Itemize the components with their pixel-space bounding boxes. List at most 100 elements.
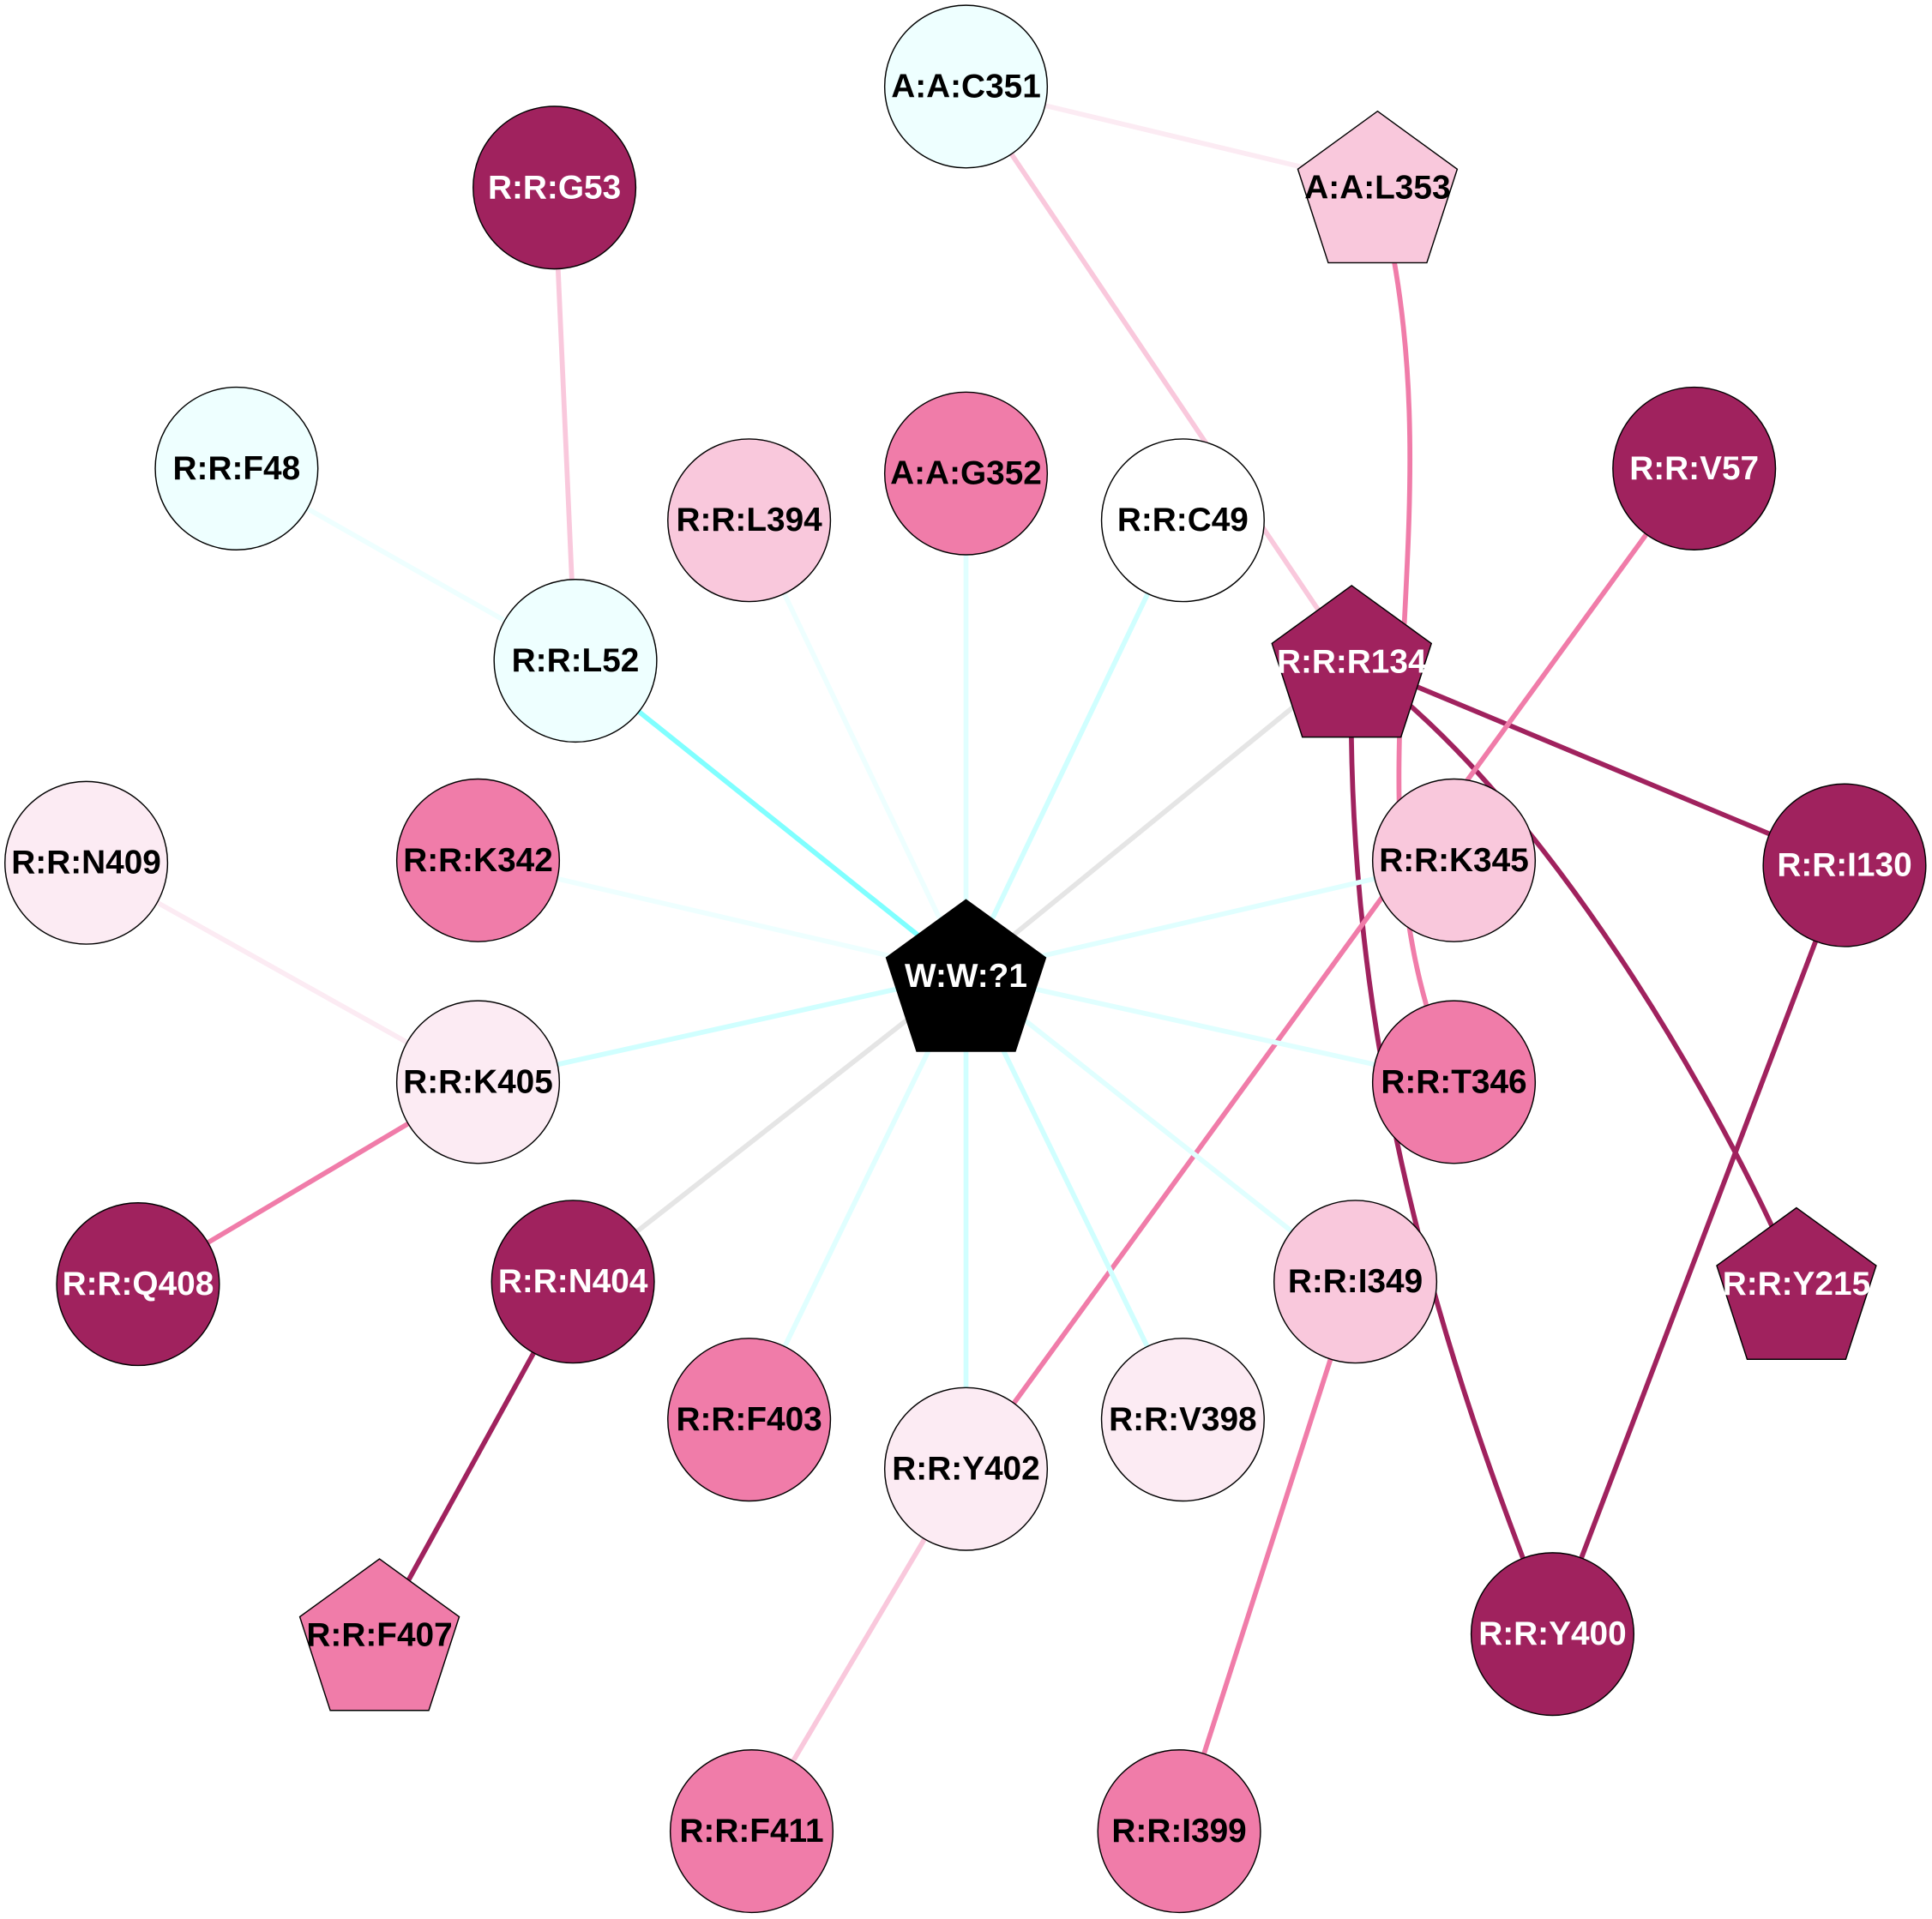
node-label: R:R:Y400: [1478, 1615, 1626, 1652]
node-r-r-t346[interactable]: R:R:T346: [1371, 1000, 1537, 1164]
node-label: W:W:?1: [905, 958, 1027, 995]
node-label: R:R:F407: [306, 1617, 452, 1654]
node-r-r-n404[interactable]: R:R:N404: [491, 1200, 655, 1364]
circle-node-shape: [1371, 778, 1537, 942]
pentagon-node-shape: [1716, 1206, 1877, 1360]
circle-node-shape: [669, 1749, 834, 1914]
node-a-a-g352[interactable]: A:A:G352: [883, 391, 1049, 556]
edge-r-r-l394-w-w-1: [747, 519, 969, 975]
node-label: R:R:K405: [403, 1063, 553, 1100]
node-r-r-y402[interactable]: R:R:Y402: [883, 1387, 1049, 1551]
node-r-r-r134[interactable]: R:R:R134: [1271, 585, 1433, 738]
node-label: R:R:Y215: [1723, 1266, 1870, 1302]
circle-node-shape: [667, 1338, 832, 1502]
node-label: R:R:Q408: [63, 1266, 214, 1302]
circle-node-shape: [1612, 386, 1777, 550]
node-r-r-i399[interactable]: R:R:I399: [1097, 1749, 1261, 1914]
circle-node-shape: [1097, 1749, 1261, 1914]
edge-a-a-c351-r-r-r134: [964, 85, 1354, 661]
node-r-r-n409[interactable]: R:R:N409: [4, 780, 169, 945]
node-label: R:R:I130: [1777, 847, 1911, 884]
circle-node-shape: [883, 4, 1049, 169]
node-r-r-c49[interactable]: R:R:C49: [1100, 438, 1265, 603]
circle-node-shape: [56, 1202, 220, 1367]
nodes-layer: A:A:C351 A:A:L353 R:R:G53 R:R:F48 R:R:L394 A:…: [4, 4, 1927, 1914]
circle-node-shape: [1100, 438, 1265, 603]
node-r-r-y215[interactable]: R:R:Y215: [1716, 1206, 1877, 1360]
node-r-r-q408[interactable]: R:R:Q408: [56, 1202, 220, 1367]
circle-node-shape: [883, 391, 1049, 556]
node-label: R:R:F48: [173, 450, 301, 487]
node-r-r-v57[interactable]: R:R:V57: [1612, 386, 1777, 550]
edge-r-r-c49-w-w-1: [963, 519, 1185, 975]
node-a-a-c351[interactable]: A:A:C351: [883, 4, 1049, 169]
node-label: R:R:N409: [11, 845, 161, 881]
node-label: A:A:L353: [1304, 169, 1450, 206]
node-label: R:R:T346: [1381, 1063, 1526, 1100]
node-label: R:R:F403: [676, 1401, 822, 1438]
node-label: R:R:F411: [679, 1813, 823, 1850]
edge-r-r-i130-r-r-y400: [1550, 864, 1847, 1635]
node-r-r-f407[interactable]: R:R:F407: [298, 1558, 460, 1711]
circle-node-shape: [667, 438, 832, 603]
node-label: R:R:R134: [1277, 643, 1427, 680]
pentagon-node-shape: [885, 899, 1047, 1052]
node-r-r-k405[interactable]: R:R:K405: [395, 1000, 561, 1164]
node-r-r-v398[interactable]: R:R:V398: [1100, 1338, 1265, 1502]
node-r-r-k345[interactable]: R:R:K345: [1371, 778, 1537, 942]
node-label: R:R:L52: [512, 642, 640, 679]
node-r-r-f411[interactable]: R:R:F411: [669, 1749, 834, 1914]
node-label: R:R:V57: [1629, 450, 1759, 487]
edge-r-r-k345-w-w-1: [965, 857, 1455, 977]
edge-w-w-1-r-r-t346: [965, 971, 1455, 1085]
edge-r-r-i349-r-r-i399: [1177, 1280, 1358, 1832]
node-a-a-l353[interactable]: A:A:L353: [1297, 110, 1459, 264]
circle-node-shape: [4, 780, 169, 945]
node-label: A:A:G352: [890, 455, 1042, 492]
circle-node-shape: [491, 1200, 655, 1364]
edge-w-w-1-r-r-k405: [477, 971, 967, 1085]
circle-node-shape: [1470, 1552, 1634, 1717]
node-w-w-1[interactable]: W:W:?1: [885, 899, 1047, 1052]
circle-node-shape: [395, 778, 561, 942]
edge-r-r-l52-w-w-1: [574, 659, 968, 976]
edge-w-w-1-r-r-i349: [964, 972, 1357, 1284]
node-r-r-y400[interactable]: R:R:Y400: [1470, 1552, 1634, 1717]
node-label: A:A:C351: [891, 68, 1041, 105]
edge-r-r-r134-r-r-i130: [1351, 657, 1846, 868]
node-r-r-l394[interactable]: R:R:L394: [667, 438, 832, 603]
edge-r-r-v57-r-r-y402: [964, 466, 1697, 1471]
circle-node-shape: [472, 105, 637, 270]
node-r-r-i349[interactable]: R:R:I349: [1273, 1200, 1438, 1364]
circle-node-shape: [1371, 1000, 1537, 1164]
node-r-r-i130[interactable]: R:R:I130: [1762, 783, 1927, 947]
node-label: R:R:I349: [1288, 1263, 1423, 1300]
node-label: R:R:N404: [498, 1263, 648, 1300]
pentagon-node-shape: [298, 1558, 460, 1711]
node-r-r-f48[interactable]: R:R:F48: [154, 386, 319, 550]
pentagon-node-shape: [1297, 110, 1459, 264]
edge-r-r-r134-r-r-y400: [1348, 659, 1556, 1635]
edge-r-r-r134-r-r-y215: [1350, 657, 1799, 1283]
node-label: R:R:G53: [488, 169, 621, 206]
node-label: R:R:L394: [676, 502, 822, 538]
node-label: R:R:K342: [403, 842, 553, 879]
node-r-r-l52[interactable]: R:R:L52: [493, 579, 658, 743]
circle-node-shape: [1100, 1338, 1265, 1502]
node-r-r-k342[interactable]: R:R:K342: [395, 778, 561, 942]
edge-w-w-1-r-r-n404: [571, 972, 968, 1284]
circle-node-shape: [154, 386, 319, 550]
circle-node-shape: [1762, 783, 1927, 947]
circle-node-shape: [493, 579, 658, 743]
pentagon-node-shape: [1271, 585, 1433, 738]
node-label: R:R:V398: [1109, 1401, 1256, 1438]
node-r-r-g53[interactable]: R:R:G53: [472, 105, 637, 270]
edge-r-r-r134-w-w-1: [964, 657, 1354, 976]
node-label: R:R:C49: [1117, 502, 1249, 538]
circle-node-shape: [1273, 1200, 1438, 1364]
circle-node-shape: [883, 1387, 1049, 1551]
node-r-r-f403[interactable]: R:R:F403: [667, 1338, 832, 1502]
node-label: R:R:I399: [1111, 1813, 1246, 1850]
